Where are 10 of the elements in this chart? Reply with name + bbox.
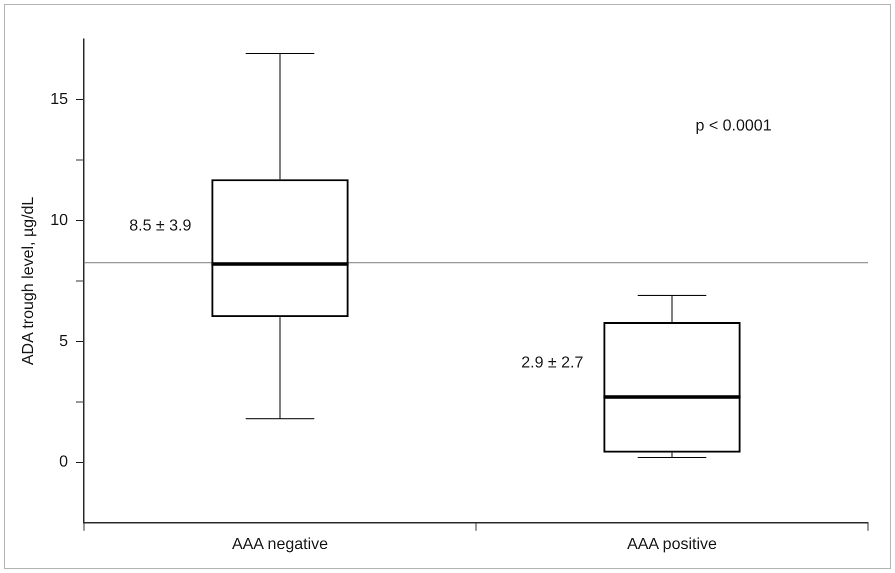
- y-tick-label: 5: [59, 332, 68, 350]
- annotation: 8.5 ± 3.9: [129, 217, 192, 234]
- y-tick-label: 0: [59, 454, 68, 471]
- y-tick-label: 15: [50, 90, 68, 108]
- x-tick-label: AAA negative: [232, 536, 328, 553]
- y-axis-title: ADA trough level, µg/dL: [20, 196, 38, 366]
- annotation: 2.9 ± 2.7: [521, 354, 584, 372]
- annotation: p < 0.0001: [696, 117, 772, 134]
- y-tick-label: 10: [50, 212, 68, 229]
- x-tick-label: AAA positive: [627, 536, 718, 553]
